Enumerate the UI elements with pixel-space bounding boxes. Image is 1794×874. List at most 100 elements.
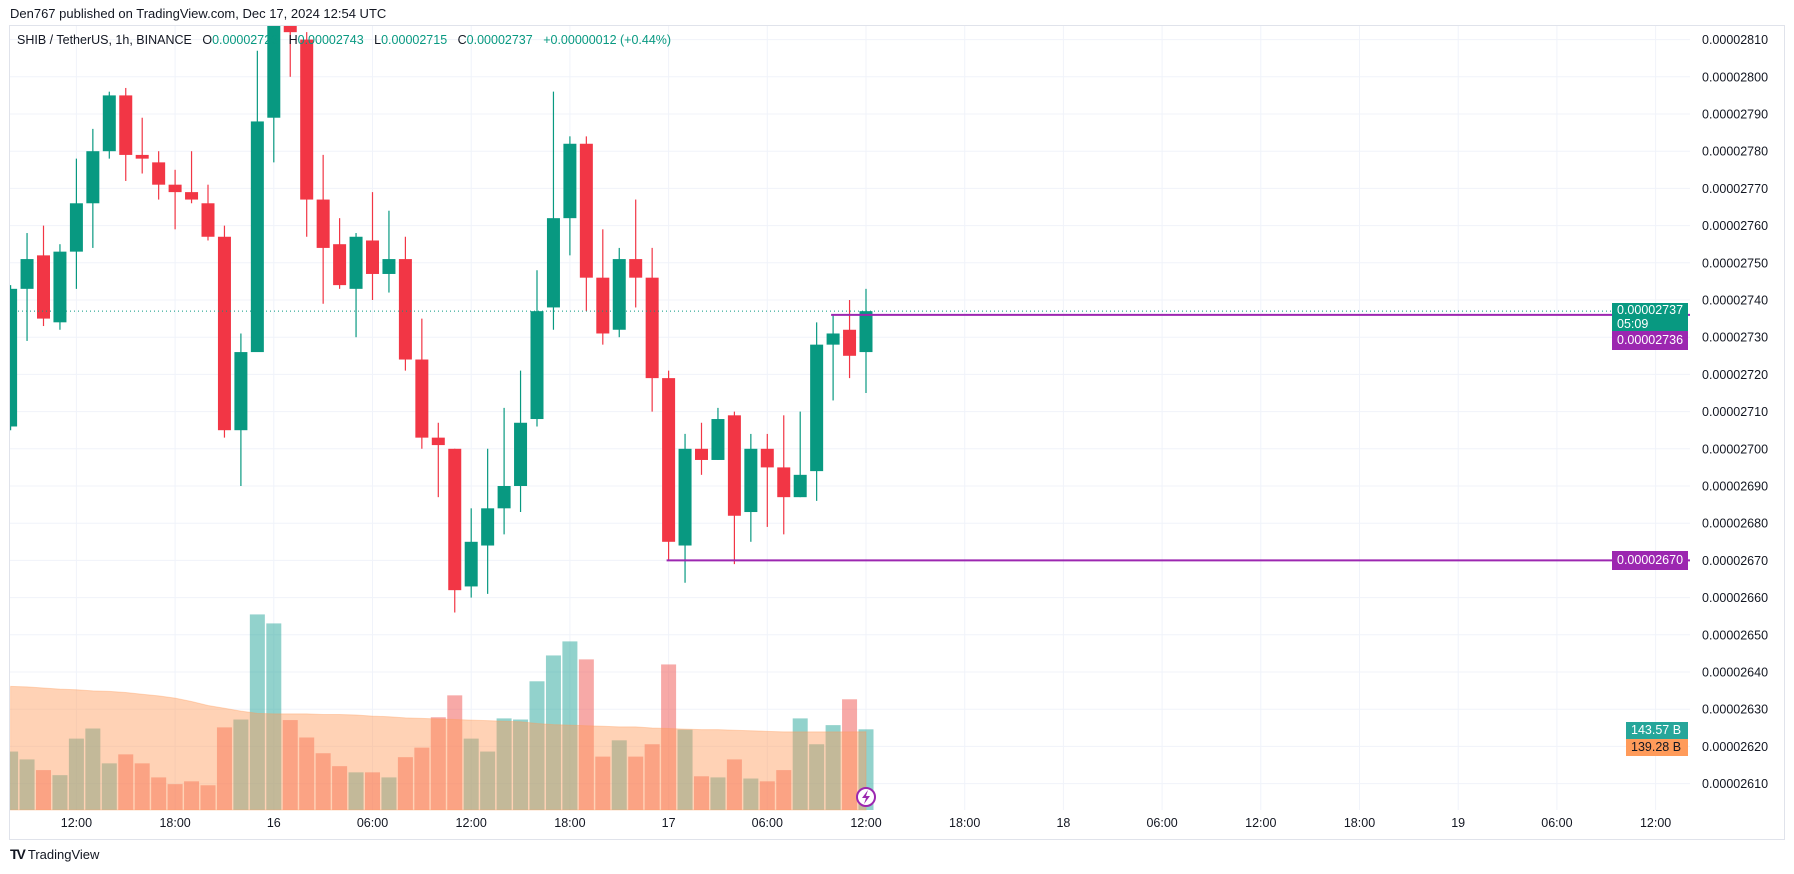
volume-bar (809, 744, 825, 810)
volume-bar (19, 759, 35, 810)
candle (217, 225, 231, 438)
candle (415, 318, 429, 449)
candle (234, 333, 248, 486)
candle (744, 433, 758, 542)
price-tick-label: 0.00002630 (1702, 703, 1768, 717)
candle (10, 285, 18, 431)
volume-bar (216, 727, 232, 810)
volume-bar (348, 772, 364, 810)
volume-bar (677, 729, 693, 810)
volume-bar (694, 776, 709, 810)
volume-bar (792, 718, 808, 810)
close-label: C (457, 33, 467, 47)
price-axis[interactable]: 0.00002810 0.00002800 0.00002790 0.00002780… (1702, 33, 1768, 791)
volume-bar (842, 699, 858, 810)
volume-bar (282, 720, 298, 810)
time-tick-label: 12:00 (850, 816, 881, 830)
volume-bar (332, 766, 348, 810)
time-tick-label: 18:00 (949, 816, 980, 830)
candle (366, 192, 379, 300)
tradingview-logo-icon[interactable]: TV (10, 846, 26, 862)
candle-body (760, 448, 774, 468)
volume-bar (430, 717, 446, 810)
candle-body (530, 311, 544, 420)
close-value: 0.00002737 (466, 33, 533, 47)
candle (349, 233, 363, 338)
time-tick-label: 12:00 (61, 816, 92, 830)
price-tick-label: 0.00002810 (1702, 33, 1768, 47)
candle (333, 218, 347, 289)
volume-bar (381, 777, 397, 810)
volume-bar (628, 756, 644, 810)
candle-body (135, 154, 149, 159)
time-axis[interactable]: 12:00 18:00 16 06:00 12:00 18:00 17 06:00 12:00 1… (61, 816, 1672, 830)
candle (398, 236, 412, 371)
volume-bar (447, 695, 463, 810)
bar-countdown: 05:09 (1617, 317, 1649, 331)
candle-body (415, 359, 429, 438)
footer: TV TradingView (10, 846, 99, 862)
candle (645, 247, 659, 412)
volume-tag: 143.57 B (1626, 722, 1688, 739)
candle-body (53, 251, 67, 323)
candle (464, 508, 478, 598)
candle-body (563, 143, 577, 219)
price-tick-label: 0.00002680 (1702, 517, 1768, 531)
last-price: 0.00002737 (1617, 303, 1684, 317)
candle (316, 154, 330, 304)
candle (69, 158, 83, 289)
candle (629, 199, 643, 308)
candle-body (645, 277, 659, 379)
candle (859, 288, 873, 393)
volume-bar (85, 728, 101, 810)
volume-bar (776, 770, 792, 810)
candle-body (777, 467, 791, 498)
price-tick-label: 0.00002700 (1702, 442, 1768, 456)
volume-bar (101, 763, 117, 810)
candle (793, 411, 807, 498)
candle (53, 244, 67, 330)
publish-info: Den767 published on TradingView.com, Dec… (10, 6, 387, 21)
volume-bar (759, 781, 775, 810)
candle-body (316, 199, 330, 248)
time-tick-label: 18 (1056, 816, 1070, 830)
open-value: 0.00002726 (212, 33, 279, 47)
volume-bar (52, 775, 68, 810)
candle-body (514, 422, 528, 486)
candle-body (20, 259, 34, 289)
horizontal-lines[interactable] (10, 310, 1690, 562)
time-tick-label: 06:00 (1146, 816, 1177, 830)
low-label: L (374, 33, 382, 47)
candle-body (727, 415, 741, 516)
tradingview-logo-text[interactable]: TradingView (27, 846, 100, 862)
volume-bar (562, 641, 578, 810)
volume-bar (463, 738, 479, 810)
candle-body (185, 192, 199, 200)
candle (695, 422, 708, 475)
symbol-name[interactable]: SHIB / TetherUS, 1h, BINANCE (17, 33, 192, 47)
candle (843, 300, 857, 379)
candle (530, 270, 544, 427)
volume-bar (496, 718, 512, 810)
candle (168, 169, 182, 230)
volume-bar (200, 785, 216, 810)
time-tick-label: 17 (662, 816, 676, 830)
candle-body (234, 352, 248, 431)
candle-body (37, 255, 50, 319)
candle (579, 136, 593, 312)
chart-frame (9, 25, 1785, 840)
volume-ma-tag: 139.28 B (1626, 739, 1688, 756)
candle-body (10, 288, 18, 427)
lightning-icon[interactable] (856, 787, 876, 807)
candle (563, 136, 577, 256)
candle (86, 128, 100, 248)
volume-bar (743, 778, 759, 810)
last-price-tag: 0.00002737 05:09 (1612, 303, 1688, 331)
volume-bar (151, 777, 167, 810)
time-tick-label: 12:00 (1245, 816, 1276, 830)
candle-body (152, 162, 166, 185)
candle (102, 91, 116, 159)
volume-bar (249, 614, 265, 810)
volume-pane (10, 614, 874, 811)
